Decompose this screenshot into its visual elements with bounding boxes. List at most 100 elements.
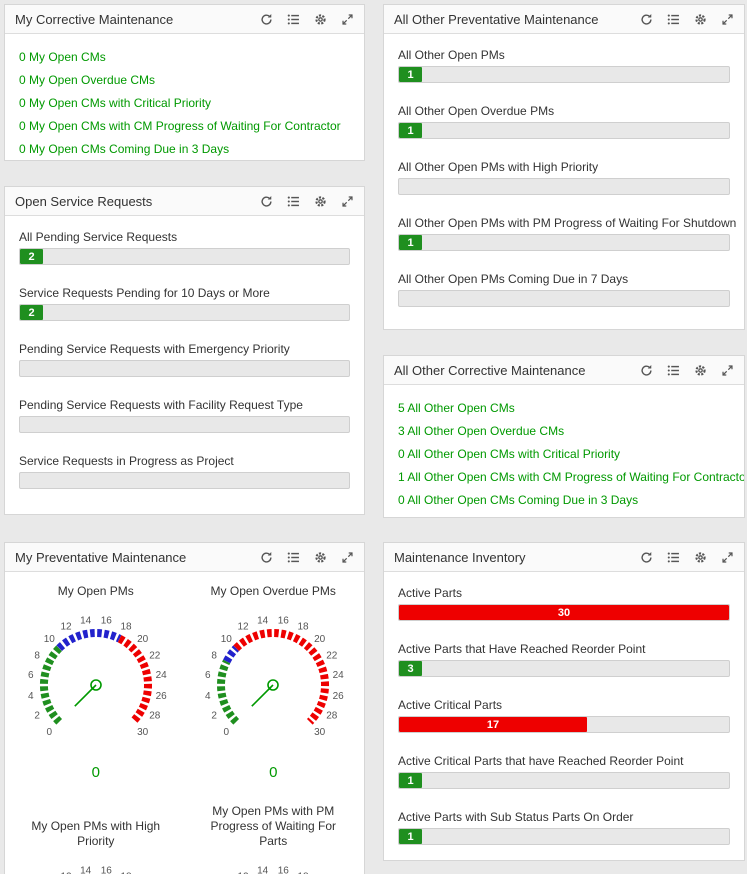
- svg-text:16: 16: [278, 865, 290, 874]
- svg-text:0: 0: [224, 727, 230, 738]
- gear-icon[interactable]: [313, 550, 327, 564]
- svg-text:12: 12: [238, 622, 250, 633]
- expand-icon[interactable]: [720, 550, 734, 564]
- svg-text:8: 8: [34, 651, 40, 662]
- metric-label: Pending Service Requests with Emergency …: [19, 342, 290, 356]
- svg-text:10: 10: [43, 634, 55, 645]
- refresh-icon[interactable]: [639, 550, 653, 564]
- progress-track: [19, 360, 350, 377]
- list-icon[interactable]: [286, 550, 300, 564]
- panel-actions: [259, 12, 354, 26]
- svg-text:4: 4: [205, 691, 211, 702]
- svg-text:16: 16: [100, 865, 112, 874]
- progress-fill: 1: [399, 235, 423, 250]
- panel-actions: [639, 12, 734, 26]
- metric-link[interactable]: 0 My Open CMs: [19, 50, 106, 64]
- svg-text:0: 0: [46, 727, 52, 738]
- progress-track: 17: [398, 716, 730, 733]
- gauge: My Open PMs 0 2 4 6 8 10 12 14 16 18 20 22 24 26 28 30 …: [7, 584, 185, 781]
- metric-bar: Active Critical Parts that have Reached …: [398, 754, 730, 789]
- metric-label: All Other Open PMs with PM Progress of W…: [398, 216, 737, 230]
- gauge: My Open PMs with PM Progress of Waiting …: [185, 801, 363, 874]
- gauge-title: My Open PMs with High Priority: [31, 819, 161, 848]
- metric-link[interactable]: 0 My Open CMs with Critical Priority: [19, 96, 212, 110]
- metric-link[interactable]: 0 All Other Open CMs with Critical Prior…: [398, 447, 621, 461]
- panel-body: 0 My Open CMs 0 My Open Overdue CMs 0 My…: [5, 34, 364, 160]
- metric-link[interactable]: 5 All Other Open CMs: [398, 401, 515, 415]
- panel-all-other-corrective-maintenance: All Other Corrective Maintenance 5 All O…: [383, 355, 745, 518]
- svg-text:18: 18: [120, 622, 132, 633]
- panel-header: All Other Preventative Maintenance: [384, 5, 744, 34]
- metric-link[interactable]: 0 My Open CMs with CM Progress of Waitin…: [19, 119, 341, 133]
- metric-link[interactable]: 0 My Open Overdue CMs: [19, 73, 156, 87]
- metric-label: Active Critical Parts: [398, 698, 503, 712]
- metric-link[interactable]: 1 All Other Open CMs with CM Progress of…: [398, 470, 745, 484]
- metric-label: Service Requests Pending for 10 Days or …: [19, 286, 270, 300]
- refresh-icon[interactable]: [259, 194, 273, 208]
- panel-my-preventative-maintenance: My Preventative Maintenance My Open PMs …: [4, 542, 365, 874]
- expand-icon[interactable]: [340, 12, 354, 26]
- panel-body: My Open PMs 0 2 4 6 8 10 12 14 16 18 20 22 24 26 28 30 …: [5, 572, 364, 874]
- progress-fill: 2: [20, 305, 44, 320]
- gear-icon[interactable]: [313, 194, 327, 208]
- svg-text:26: 26: [155, 691, 167, 702]
- gear-icon[interactable]: [313, 12, 327, 26]
- list-icon[interactable]: [666, 363, 680, 377]
- refresh-icon[interactable]: [259, 550, 273, 564]
- refresh-icon[interactable]: [259, 12, 273, 26]
- panel-actions: [259, 550, 354, 564]
- list-icon[interactable]: [286, 12, 300, 26]
- metric-link[interactable]: 0 My Open CMs Coming Due in 3 Days: [19, 142, 230, 156]
- panel-title: My Corrective Maintenance: [15, 11, 174, 27]
- metric-bar: All Other Open PMs 1: [398, 48, 730, 83]
- panel-header: My Corrective Maintenance: [5, 5, 364, 34]
- svg-text:18: 18: [298, 622, 310, 633]
- progress-track: [398, 290, 730, 307]
- panel-title: All Other Corrective Maintenance: [394, 362, 586, 378]
- gear-icon[interactable]: [693, 12, 707, 26]
- svg-text:16: 16: [100, 615, 112, 626]
- svg-text:14: 14: [80, 615, 92, 626]
- metric-bar: Service Requests Pending for 10 Days or …: [19, 286, 350, 321]
- gear-icon[interactable]: [693, 550, 707, 564]
- svg-text:12: 12: [60, 872, 72, 874]
- panel-body: All Pending Service Requests 2 Service R…: [5, 216, 364, 514]
- metric-link[interactable]: 0 All Other Open CMs Coming Due in 3 Day…: [398, 493, 639, 507]
- metric-label: Active Parts that Have Reached Reorder P…: [398, 642, 646, 656]
- progress-track: 30: [398, 604, 730, 621]
- progress-track: 2: [19, 304, 350, 321]
- metric-label: All Pending Service Requests: [19, 230, 178, 244]
- expand-icon[interactable]: [340, 194, 354, 208]
- panel-body: Active Parts 30 Active Parts that Have R…: [384, 572, 744, 860]
- progress-fill: 30: [399, 605, 729, 620]
- gauge-title: My Open PMs with PM Progress of Waiting …: [210, 804, 337, 848]
- metric-label: Service Requests in Progress as Project: [19, 454, 234, 468]
- expand-icon[interactable]: [720, 363, 734, 377]
- progress-fill: 17: [399, 717, 588, 732]
- expand-icon[interactable]: [340, 550, 354, 564]
- metric-bar: All Other Open PMs with PM Progress of W…: [398, 216, 737, 251]
- metric-link[interactable]: 3 All Other Open Overdue CMs: [398, 424, 565, 438]
- gear-icon[interactable]: [693, 363, 707, 377]
- svg-text:18: 18: [298, 872, 310, 874]
- metric-label: Pending Service Requests with Facility R…: [19, 398, 303, 412]
- refresh-icon[interactable]: [639, 363, 653, 377]
- panel-title: All Other Preventative Maintenance: [394, 11, 599, 27]
- svg-text:6: 6: [205, 670, 211, 681]
- panel-my-corrective-maintenance: My Corrective Maintenance 0 My Open CMs …: [4, 4, 365, 161]
- refresh-icon[interactable]: [639, 12, 653, 26]
- metric-bar: Active Parts 30: [398, 586, 730, 621]
- metric-bar: Active Parts that Have Reached Reorder P…: [398, 642, 730, 677]
- list-icon[interactable]: [666, 12, 680, 26]
- svg-text:24: 24: [155, 670, 167, 681]
- gauge-title: My Open PMs: [57, 584, 134, 598]
- metric-bar: Active Parts with Sub Status Parts On Or…: [398, 810, 730, 845]
- svg-text:20: 20: [137, 634, 149, 645]
- gauge-title: My Open Overdue PMs: [210, 584, 336, 598]
- expand-icon[interactable]: [720, 12, 734, 26]
- list-icon[interactable]: [286, 194, 300, 208]
- svg-text:30: 30: [137, 727, 149, 738]
- list-icon[interactable]: [666, 550, 680, 564]
